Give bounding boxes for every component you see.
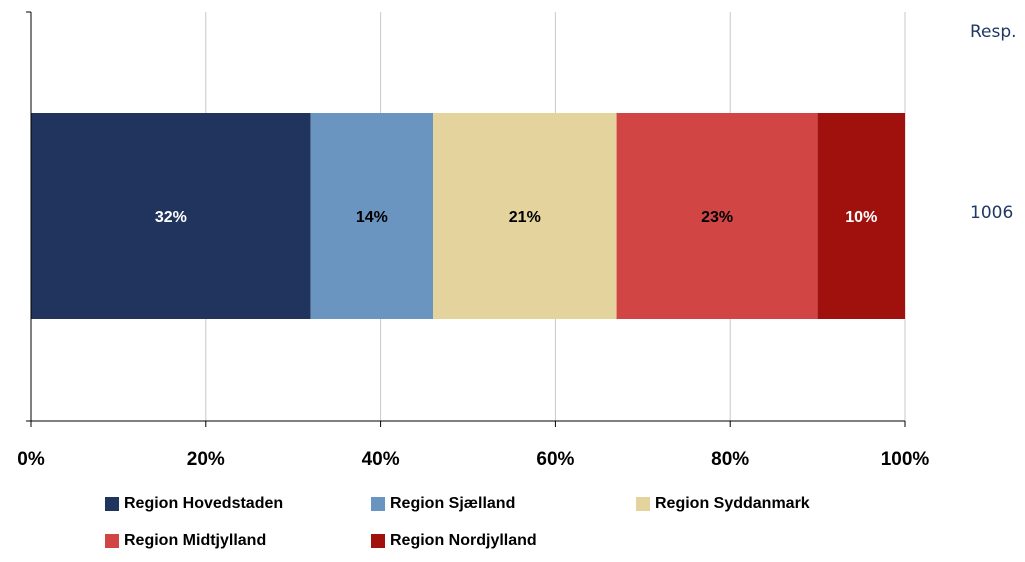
resp-count: 1006	[970, 203, 1014, 223]
x-tick-label: 60%	[536, 449, 574, 470]
bar-segment	[433, 113, 617, 319]
bar-segment	[616, 113, 818, 319]
x-tick-label: 80%	[711, 449, 749, 470]
legend-label: Region Midtjylland	[124, 532, 267, 549]
legend-item: Region Syddanmark	[636, 495, 810, 513]
axes	[26, 11, 906, 427]
legend-label: Region Sjælland	[390, 495, 516, 512]
data-label: 32%	[155, 209, 187, 226]
legend-label: Region Hovedstaden	[124, 495, 284, 512]
legend-swatch	[636, 497, 650, 511]
legend-item: Region Hovedstaden	[105, 495, 283, 513]
x-tick-label: 40%	[362, 449, 400, 470]
data-labels: 32% 14% 21% 23% 10%	[155, 209, 877, 226]
legend-label: Region Syddanmark	[655, 495, 810, 512]
legend-item: Region Midtjylland	[105, 532, 266, 550]
data-label: 23%	[701, 209, 733, 226]
data-label: 21%	[509, 209, 541, 226]
legend-swatch	[105, 497, 119, 511]
tick-labels: 0% 20% 40% 60% 80% 100%	[17, 449, 929, 470]
legend-swatch	[371, 497, 385, 511]
x-tick-label: 100%	[881, 449, 930, 470]
data-label: 14%	[356, 209, 388, 226]
legend-swatch	[105, 534, 119, 548]
x-tick-label: 20%	[187, 449, 225, 470]
legend-swatch	[371, 534, 385, 548]
legend-item: Region Sjælland	[371, 495, 515, 513]
legend-item: Region Nordjylland	[371, 532, 537, 550]
resp-header: Resp.	[970, 22, 1017, 42]
bar-segment	[31, 113, 311, 319]
bars	[31, 113, 905, 319]
data-label: 10%	[845, 209, 877, 226]
legend-label: Region Nordjylland	[390, 532, 537, 549]
x-tick-label: 0%	[17, 449, 45, 470]
bar-segment	[310, 113, 434, 319]
bar-segment	[817, 113, 905, 319]
